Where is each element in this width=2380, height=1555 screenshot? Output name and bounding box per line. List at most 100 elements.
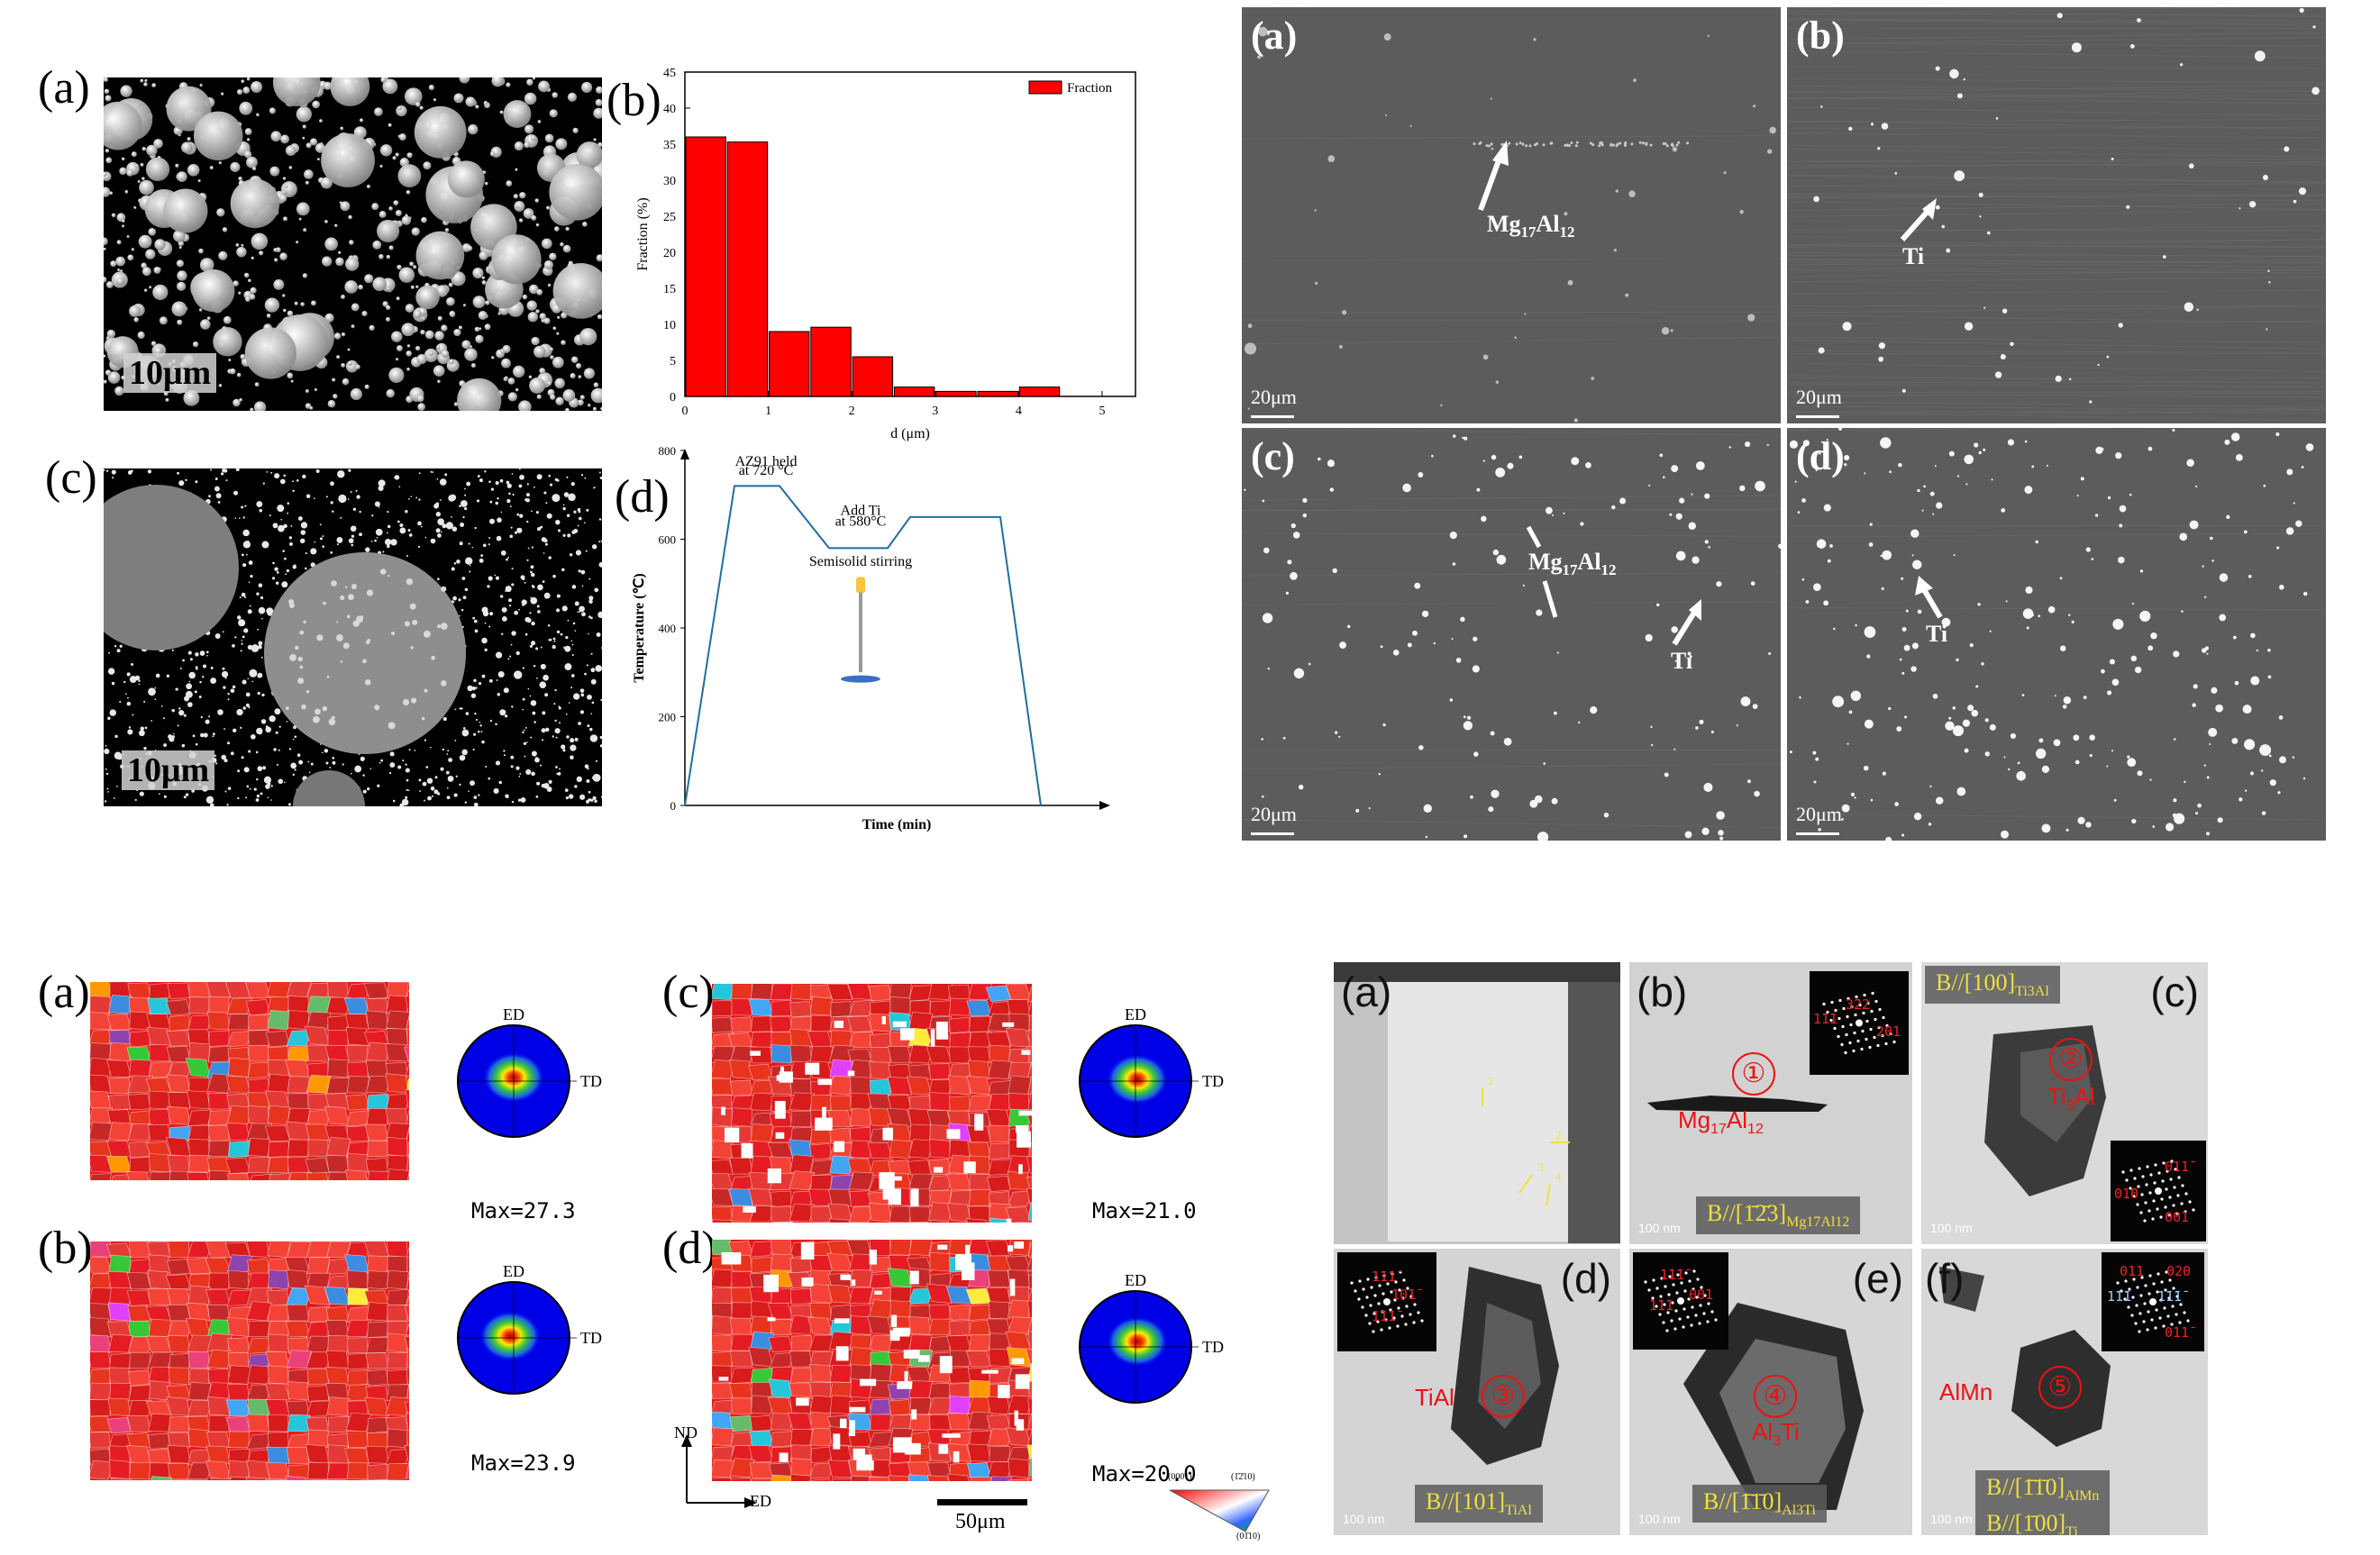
particle [515,387,519,392]
particle [579,710,585,714]
particle [584,672,587,676]
grain [90,1369,112,1386]
unindexed-region [718,1377,729,1381]
diffraction-spot [2188,1200,2192,1204]
precipitate [1837,428,1843,431]
particle [564,788,569,792]
particle [506,82,511,87]
particle [199,258,214,272]
particle [498,780,502,785]
sad-e-0: 1̄1̄1̄ [1660,1267,1685,1283]
particle [524,124,534,134]
grain [729,1382,753,1399]
grain [989,1348,1010,1368]
particle [217,501,221,504]
grain [266,1446,290,1464]
ebsd-label-a: (a) [38,967,90,1018]
tem-panel-b: (b) 1̄1̄1 3̄22 2̄01 ① Mg17Al12 B//[1̄2̄3… [1629,962,1912,1244]
particle [375,528,383,536]
precipitate [1991,478,1993,481]
grain [965,1218,988,1223]
unindexed-region [903,1350,920,1359]
particle [187,163,200,177]
unindexed-region [899,1028,915,1041]
label-mg17al12-c: Mg17Al12 [1528,549,1617,579]
precipitate [1750,581,1755,586]
precipitate [1978,192,1983,197]
particle [431,795,433,797]
particle [150,720,153,722]
marker-2: ② [2049,1038,2093,1081]
diffraction-spot [2172,1204,2175,1207]
diffraction-spot [1663,1303,1666,1306]
large-particle [213,327,242,357]
particle [548,474,551,477]
inclusion [313,715,320,723]
particle [542,238,552,250]
diffraction-spot [1651,1296,1655,1300]
diffraction-spot [1876,1043,1880,1048]
grain [712,1287,734,1305]
particle [527,547,530,550]
particle [453,402,459,406]
precipitate [1824,442,1827,445]
scratch [1787,126,2326,129]
particle [214,762,218,765]
sad-inset-e: 1̄1̄1̄ 001 1̄1̄1 [1633,1252,1728,1350]
particle [202,664,207,668]
diffraction-spot [2166,1169,2169,1173]
particle [410,496,413,498]
grain [849,1107,872,1127]
particle [433,98,437,102]
particle [395,210,402,216]
particle [120,269,123,273]
particle [234,636,237,639]
precipitate [2298,187,2307,196]
particle [596,632,601,637]
particle [484,648,488,652]
precipitate [1789,440,1799,449]
scratch [1787,118,2326,123]
grain [167,1463,191,1480]
particle [139,179,154,196]
particle [569,553,573,557]
particle [399,523,404,528]
x-tick-label: 5 [1099,405,1105,418]
precipitate [1701,827,1710,835]
precipitate [2010,732,2017,740]
grain [287,1381,309,1401]
particle [247,609,252,614]
texture-peak [479,1311,541,1361]
grain [987,1175,1011,1193]
particle [246,553,248,556]
particle [531,641,536,646]
precipitate [1719,836,1724,841]
unindexed-region [937,1244,948,1250]
diffraction-spot [1365,1296,1369,1299]
particle [188,671,196,679]
particle [598,518,602,521]
particle [535,511,539,514]
grain [326,1077,351,1095]
particle [267,782,271,787]
particle [479,721,481,723]
grain [146,1027,171,1046]
mg17al12-band [1518,141,1522,145]
grain [126,1272,151,1290]
precipitate [1496,554,1507,565]
diffraction-spot [2168,1278,2172,1282]
diffraction-spot [1686,1315,1690,1319]
particle [503,754,506,757]
particle [530,596,538,605]
unindexed-region [892,1437,912,1453]
particle [228,359,232,362]
grain [363,982,390,999]
particle [488,518,496,524]
particle [433,503,439,509]
grain [907,1221,929,1223]
inclusion [344,586,348,588]
y-tick-label: 5 [670,355,676,368]
particle [324,220,328,223]
precipitate [1603,812,1609,818]
